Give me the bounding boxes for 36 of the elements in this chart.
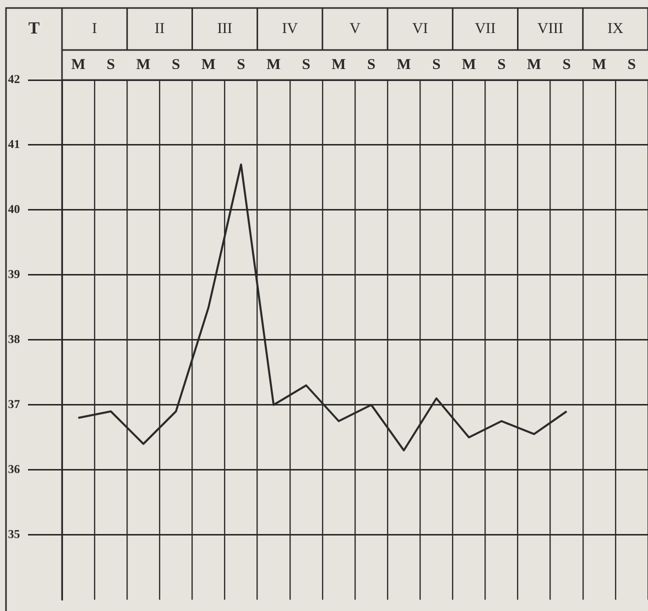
x-tick-label: M xyxy=(396,56,411,73)
x-tick-label: M xyxy=(136,56,150,73)
y-tick-label: 42 xyxy=(8,72,20,86)
x-tick-label: M xyxy=(266,56,281,73)
y-tick-label: 40 xyxy=(8,202,20,216)
y-tick-label: 38 xyxy=(8,332,20,346)
y-tick-label: 39 xyxy=(8,267,20,282)
x-tick-label: M xyxy=(332,56,346,73)
text: IX xyxy=(608,20,624,37)
text: VI xyxy=(412,20,428,37)
text: VII xyxy=(474,20,496,37)
y-axis-title: T xyxy=(28,18,40,38)
x-tick-label: S xyxy=(562,56,571,73)
y-tick-label: 35 xyxy=(8,526,20,541)
text: II xyxy=(154,20,165,37)
x-tick-label: M xyxy=(462,56,476,73)
x-tick-label: M xyxy=(592,56,606,73)
x-tick-label: S xyxy=(302,56,310,73)
y-tick-label: 37 xyxy=(8,396,20,411)
text: V xyxy=(350,20,361,37)
y-tick-label: 41 xyxy=(8,137,20,152)
x-tick-label: S xyxy=(432,56,441,73)
text: III xyxy=(217,20,232,37)
x-tick-label: S xyxy=(497,56,506,73)
text: IV xyxy=(282,20,298,37)
x-tick-label: S xyxy=(367,56,376,73)
x-tick-label: S xyxy=(106,56,116,73)
x-tick-label: S xyxy=(628,56,636,73)
y-tick-label: 36 xyxy=(8,462,20,476)
x-tick-label: M xyxy=(526,56,542,73)
x-tick-label: M xyxy=(71,56,86,73)
x-tick-label: S xyxy=(172,56,180,73)
text: I xyxy=(92,20,98,37)
text: VIII xyxy=(537,20,564,37)
x-tick-label: S xyxy=(236,56,246,73)
x-tick-label: M xyxy=(201,56,216,73)
